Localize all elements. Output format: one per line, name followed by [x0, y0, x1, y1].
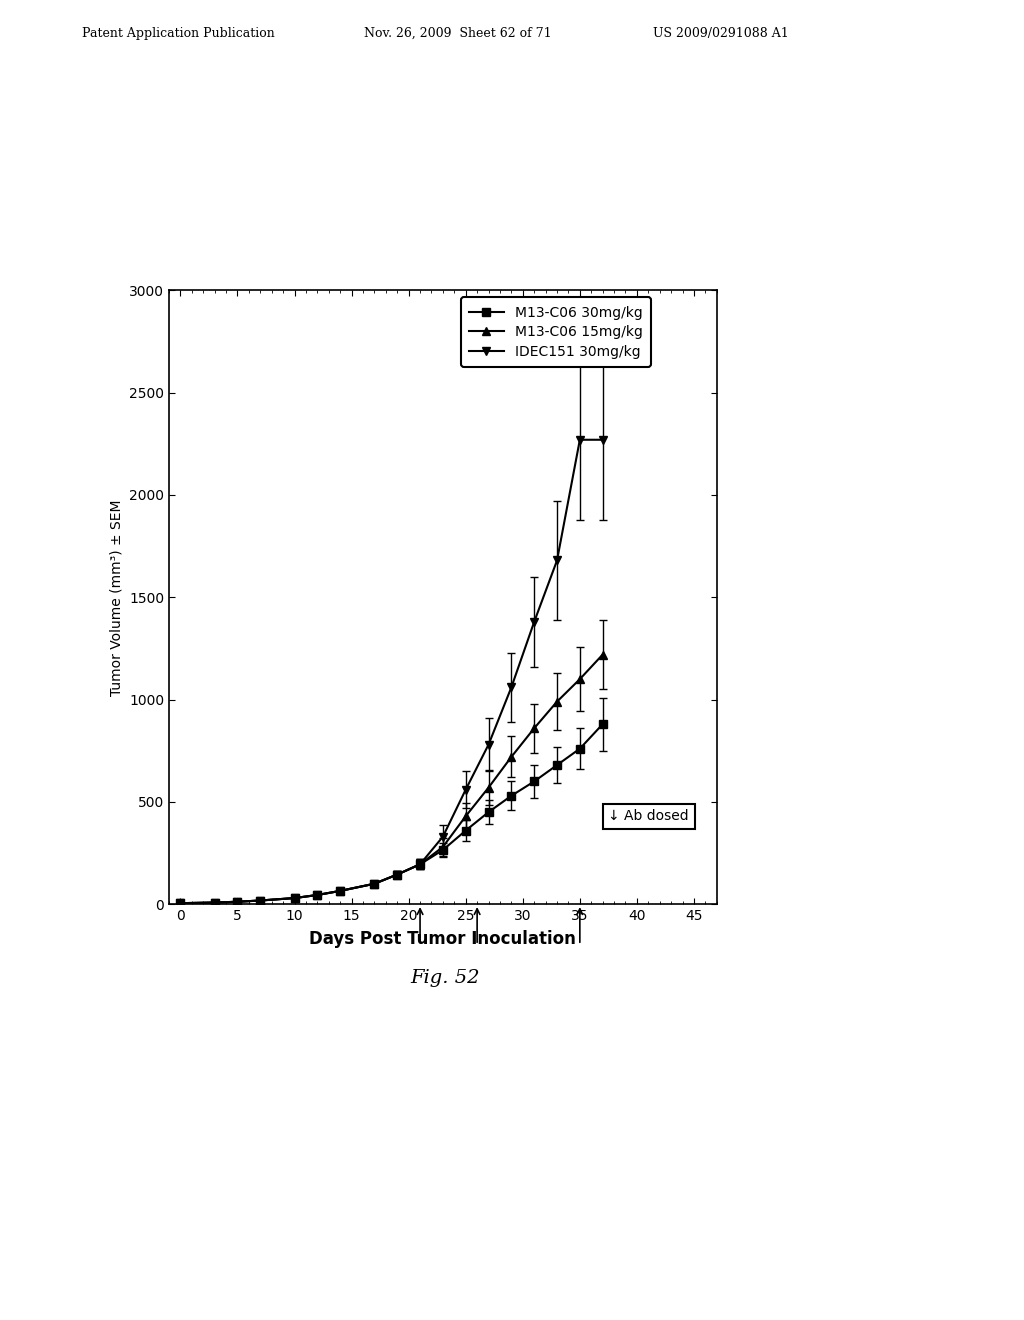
- Text: ↓ Ab dosed: ↓ Ab dosed: [608, 809, 689, 824]
- Legend: M13-C06 30mg/kg, M13-C06 15mg/kg, IDEC151 30mg/kg: M13-C06 30mg/kg, M13-C06 15mg/kg, IDEC15…: [461, 297, 651, 367]
- Text: Nov. 26, 2009  Sheet 62 of 71: Nov. 26, 2009 Sheet 62 of 71: [364, 26, 551, 40]
- Text: Patent Application Publication: Patent Application Publication: [82, 26, 274, 40]
- Text: Fig. 52: Fig. 52: [411, 969, 480, 987]
- Y-axis label: Tumor Volume (mm³) ± SEM: Tumor Volume (mm³) ± SEM: [110, 499, 124, 696]
- X-axis label: Days Post Tumor Inoculation: Days Post Tumor Inoculation: [309, 931, 577, 948]
- Text: US 2009/0291088 A1: US 2009/0291088 A1: [653, 26, 790, 40]
